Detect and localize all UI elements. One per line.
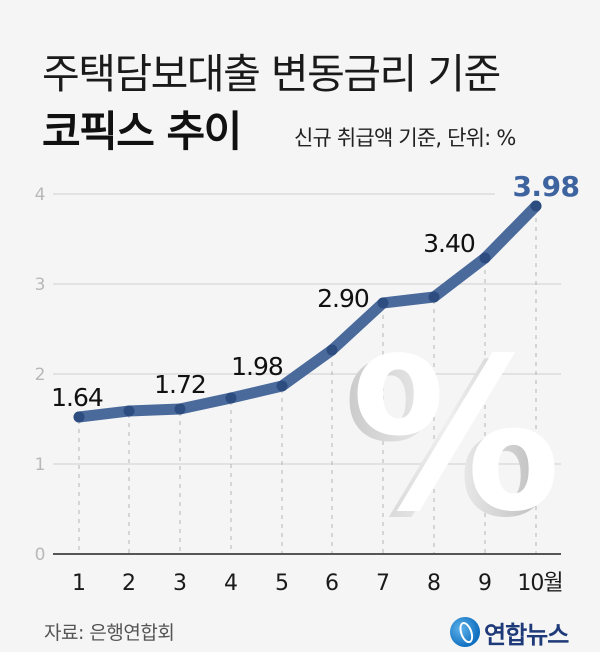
y-axis: 4 3 2 1 0 <box>35 185 46 565</box>
source-note: 자료: 은행연합회 <box>44 622 175 644</box>
data-point <box>530 200 542 212</box>
x-tick-label: 7 <box>376 571 390 596</box>
data-point <box>174 403 186 415</box>
value-label: 1.98 <box>231 352 283 381</box>
x-tick-label: 6 <box>325 571 339 596</box>
data-point <box>225 392 237 404</box>
yonhap-logo: 연합뉴스 <box>445 612 569 652</box>
logo-text: 연합뉴스 <box>484 620 569 649</box>
chart-subtitle: 신규 취급액 기준, 단위: % <box>294 126 516 150</box>
data-markers <box>73 200 542 423</box>
drop-lines <box>78 209 537 554</box>
x-tick-label: 9 <box>478 571 492 596</box>
x-tick-label: 5 <box>275 571 289 596</box>
x-tick-label: 4 <box>224 571 238 596</box>
chart-title-line2: 코픽스 추이 <box>42 107 242 156</box>
percent-decoration-icon: % % <box>343 313 561 564</box>
x-tick-label: 8 <box>427 571 441 596</box>
x-tick-label: 10월 <box>517 571 562 596</box>
y-tick-label: 1 <box>35 455 46 475</box>
y-tick-label: 4 <box>35 185 46 205</box>
value-label: 1.64 <box>51 383 103 412</box>
data-point <box>276 380 288 392</box>
data-point <box>377 297 389 309</box>
value-label: 2.90 <box>317 284 369 313</box>
chart-title-line1: 주택담보대출 변동금리 기준 <box>42 50 501 98</box>
data-point <box>428 291 440 303</box>
globe-logo-icon <box>445 612 485 652</box>
svg-text:%: % <box>351 313 561 558</box>
x-axis: 1 2 3 4 5 6 7 8 9 10월 <box>72 571 564 596</box>
value-label: 1.72 <box>154 370 206 399</box>
value-label: 3.40 <box>423 229 475 258</box>
value-labels: 1.64 1.72 1.98 2.90 3.40 3.98 <box>51 170 580 412</box>
x-tick-label: 3 <box>173 571 187 596</box>
y-tick-label: 3 <box>35 275 46 295</box>
x-tick-label: 2 <box>122 571 136 596</box>
y-tick-label: 2 <box>35 365 46 385</box>
kofix-line <box>73 200 542 423</box>
data-point <box>326 344 338 356</box>
x-tick-label: 1 <box>72 571 86 596</box>
svg-text:%: % <box>343 319 553 564</box>
highlight-value-label: 3.98 <box>512 170 579 203</box>
data-point <box>479 252 491 264</box>
data-point <box>73 411 85 423</box>
y-tick-label: 0 <box>35 545 46 565</box>
data-point <box>123 405 135 417</box>
